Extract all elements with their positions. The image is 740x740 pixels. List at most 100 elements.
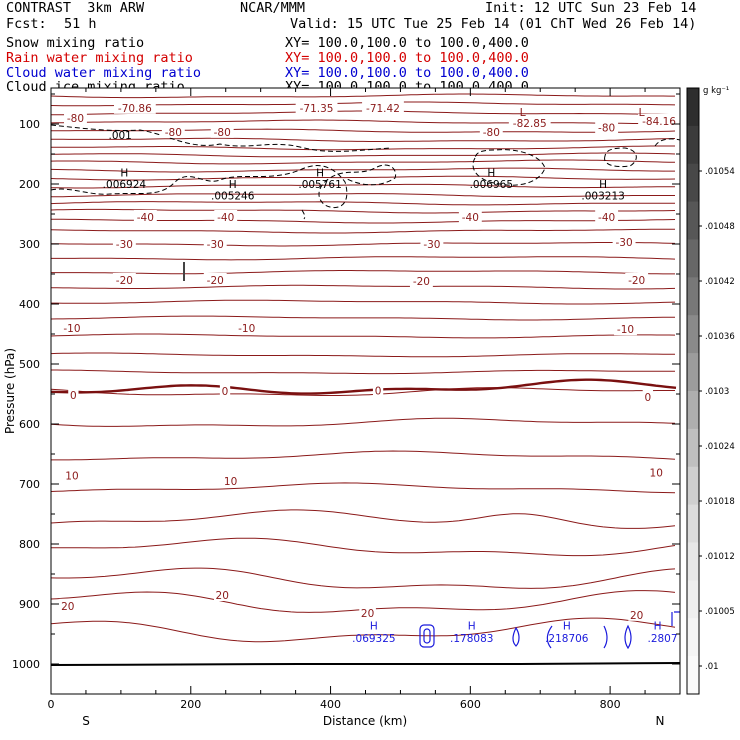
colorbar-segment: [687, 428, 699, 468]
isotherm-label: -80: [67, 113, 84, 125]
isotherm-label: -80: [165, 127, 182, 139]
freezing-level-line: [50, 378, 677, 395]
isotherm-line: [51, 299, 676, 305]
isotherm-label: -71.42: [366, 103, 400, 115]
isotherm-label-bg: [479, 124, 503, 138]
isotherm-line: [50, 159, 676, 165]
cloud-ice-max-label: .003213: [581, 190, 624, 202]
isotherm-label: -40: [462, 212, 479, 224]
isotherm-line: [51, 242, 676, 247]
cloud-ice-max-label: H: [229, 179, 237, 191]
x-end-label-south: S: [82, 714, 90, 728]
isotherm-label-bg: [595, 120, 619, 134]
isotherm-label-bg: [420, 237, 444, 250]
isotherm-label: -70.86: [118, 103, 152, 115]
isotherm-label: 20: [61, 601, 74, 613]
colorbar-segment: [687, 201, 699, 240]
ice-contour: [472, 149, 546, 186]
y-axis-title: Pressure (hPa): [3, 348, 17, 434]
x-tick-label: 200: [180, 698, 201, 711]
isotherm-label-bg: [372, 383, 384, 397]
x-end-label-north: N: [656, 714, 665, 728]
cloud-water-contour: [419, 624, 435, 648]
colorbar-segment: [687, 88, 699, 127]
ice-contour: [604, 147, 637, 168]
colorbar-segment: [687, 618, 699, 657]
isotherm-line: [50, 315, 676, 321]
cloud-water-max-label: .069325: [352, 633, 395, 645]
cloud-water-contour: [512, 626, 520, 647]
isotherm-label: -40: [598, 212, 615, 224]
isotherm-label: -71.35: [300, 103, 334, 115]
field-cloud-water-range: XY= 100.0,100.0 to 100.0,400.0: [285, 65, 529, 81]
isotherm-label-bg: [222, 474, 239, 487]
colorbar-label: .01: [705, 662, 719, 672]
isotherm-label-bg: [60, 321, 84, 334]
isotherm-label: -10: [63, 323, 80, 335]
colorbar-segment: [687, 542, 699, 581]
isotherm-line: [51, 137, 676, 142]
isotherm-label-bg: [112, 273, 136, 286]
cloud-water-contour: [624, 624, 632, 650]
isotherm-label-bg: [68, 388, 79, 402]
isotherm-label: -84.16: [642, 116, 676, 128]
valid-time: Valid: 15 UTC Tue 25 Feb 14 (01 ChT Wed …: [290, 16, 697, 32]
field-cloud-water-name: Cloud water mixing ratio: [6, 65, 202, 81]
colorbar-segment: [687, 353, 699, 392]
colorbar-segment: [687, 466, 699, 506]
ice-contour: [654, 138, 681, 147]
isotherm-line: [51, 369, 675, 375]
colorbar-label: .01018: [705, 497, 735, 507]
colorbar-label: .01005: [705, 607, 735, 617]
isotherm-label-bg: [203, 273, 227, 286]
isotherm-label-bg: [112, 237, 136, 250]
isotherm-label-bg: [161, 124, 185, 138]
isotherm-line: [50, 183, 675, 189]
cloud-water-max-label: H: [468, 621, 476, 633]
field-snow-range: XY= 100.0,100.0 to 100.0,400.0: [285, 35, 529, 51]
isotherm-label: -20: [207, 275, 224, 287]
isotherm-label-bg: [625, 273, 649, 286]
x-tick-label: 0: [48, 698, 55, 711]
isotherm-line: [51, 537, 676, 557]
y-tick-label: 100: [19, 118, 40, 131]
isotherm-line: [50, 228, 675, 234]
isotherm-label: -80: [483, 127, 500, 139]
isotherm-line: [50, 333, 676, 339]
x-tick-label: 400: [320, 698, 341, 711]
field-rain-name: Rain water mixing ratio: [6, 50, 193, 66]
isotherm-label: 10: [650, 468, 663, 480]
isotherm-label: 0: [222, 386, 229, 398]
isotherm-label: 20: [216, 590, 229, 602]
cloud-water-contours: [419, 611, 680, 650]
isotherm-line: [50, 167, 675, 173]
isotherm-line: [50, 208, 676, 214]
colorbar-label: .01054: [705, 167, 735, 177]
isotherm-label: -40: [137, 212, 154, 224]
cloud-ice-max-label: .005761: [298, 179, 341, 191]
isotherm-label-bg: [362, 100, 404, 114]
isotherm-label-bg: [63, 468, 81, 482]
isotherm-label-bg: [508, 115, 551, 129]
colorbar-segment: [687, 656, 699, 695]
colorbar-label: .01042: [705, 277, 735, 287]
y-tick-label: 900: [19, 598, 40, 611]
y-tick-label: 400: [19, 298, 40, 311]
field-snow-name: Snow mixing ratio: [6, 35, 145, 51]
y-tick-label: 1000: [12, 658, 40, 671]
isotherm-line: [50, 193, 675, 198]
isotherm-line: [50, 201, 675, 206]
isotherm-label-bg: [642, 390, 654, 403]
isotherm-label-bg: [595, 210, 619, 223]
isotherm-line: [51, 152, 676, 158]
isotherm-line: [51, 145, 675, 151]
cloud-water-max-label: H: [370, 621, 378, 633]
isotherm-label-bg: [219, 384, 231, 397]
surface-line: [50, 662, 681, 666]
ice-contour: [50, 164, 397, 209]
colorbar-segment: [687, 125, 699, 165]
cloud-water-contour: [671, 611, 680, 626]
x-tick-label: 600: [460, 698, 481, 711]
isotherm-label-bg: [638, 114, 680, 127]
